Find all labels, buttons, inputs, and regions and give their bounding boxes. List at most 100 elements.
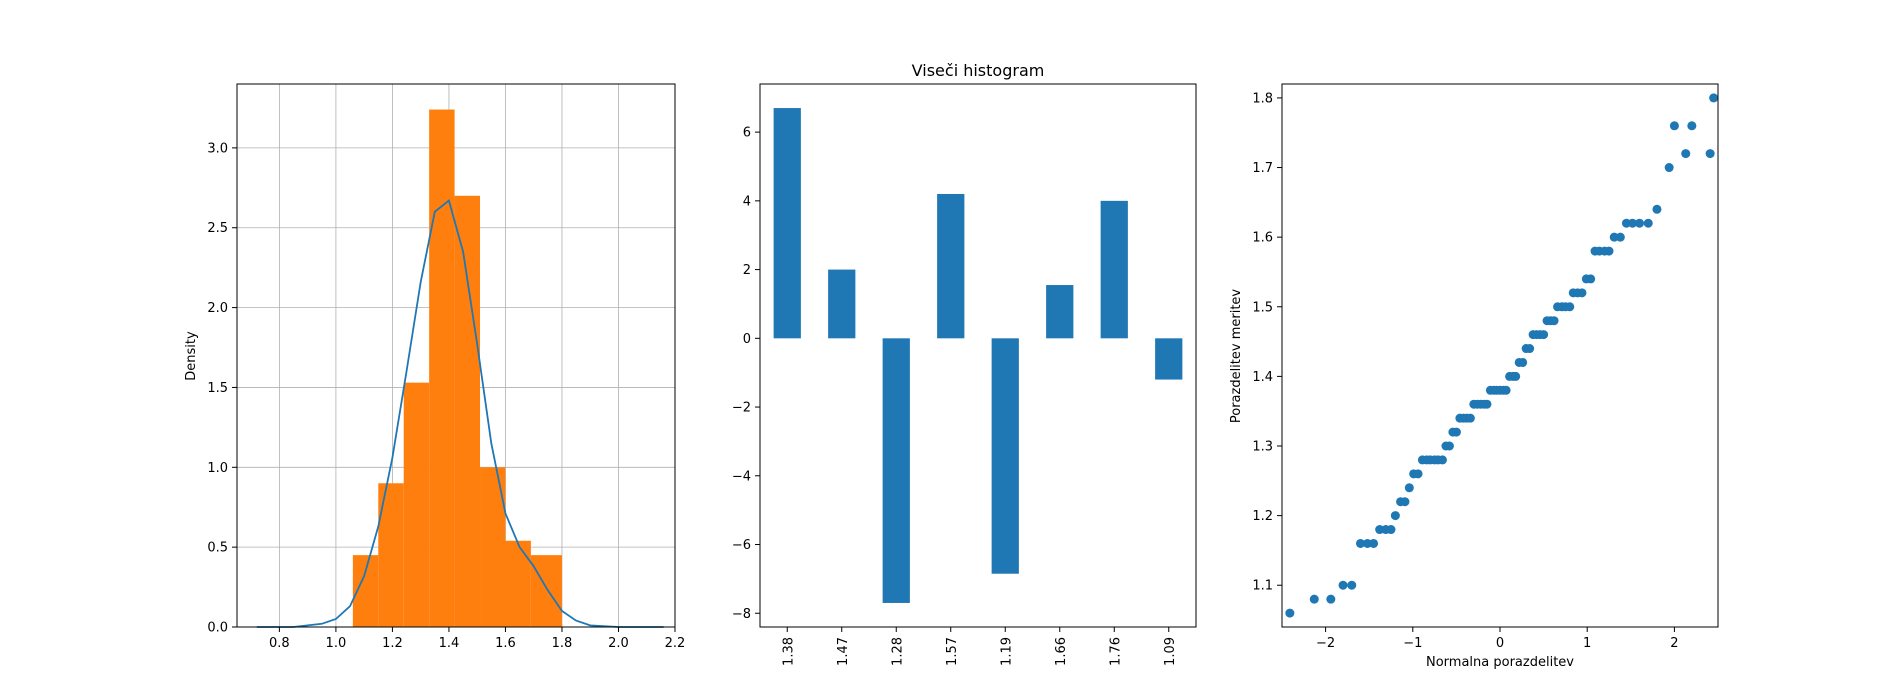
qq-point	[1525, 344, 1535, 354]
density-y-tick-label: 1.5	[207, 381, 228, 396]
density-y-tick-label: 1.0	[207, 461, 228, 476]
density-y-tick-label: 2.0	[207, 301, 228, 316]
hanging-x-tick-label: 1.47	[836, 637, 851, 666]
qq-point	[1390, 511, 1400, 521]
qq-y-tick-label: 1.5	[1252, 300, 1273, 315]
qq-point	[1413, 469, 1423, 479]
hanging-y-tick-label: −2	[732, 401, 751, 416]
hanging-y-tick-label: −6	[732, 538, 751, 553]
qq-point	[1326, 594, 1336, 604]
qq-x-axis-label: Normalna porazdelitev	[1426, 655, 1574, 670]
qq-point	[1652, 204, 1662, 214]
density-x-tick-label: 1.6	[495, 636, 516, 651]
qq-y-tick-label: 1.6	[1252, 231, 1273, 246]
qq-y-axis-label: Porazdelitev meritev	[1229, 289, 1244, 424]
density-x-tick-label: 1.8	[552, 636, 573, 651]
qq-point	[1586, 274, 1596, 284]
qq-point	[1338, 580, 1348, 590]
hanging-y-tick-label: 4	[743, 194, 751, 209]
hanging-y-tick-label: −8	[732, 607, 751, 622]
hanging-x-tick-label: 1.38	[781, 637, 796, 666]
density-y-ticks: 0.0 0.5 1.0 1.5 2.0 2.5 3.0	[207, 141, 237, 636]
hanging-y-ticks: −8 −6 −4 −2 0 2 4 6	[732, 126, 760, 622]
qq-point	[1437, 455, 1447, 465]
qq-point	[1501, 385, 1511, 395]
density-x-tick-label: 0.8	[269, 636, 290, 651]
hanging-x-tick-label: 1.19	[999, 637, 1014, 666]
qq-point	[1643, 218, 1653, 228]
histogram-bar	[429, 109, 455, 628]
qq-y-tick-label: 1.3	[1252, 440, 1273, 455]
qq-y-tick-label: 1.1	[1252, 579, 1273, 594]
qq-point	[1664, 163, 1674, 173]
qq-point	[1518, 357, 1528, 367]
hanging-x-tick-label: 1.57	[945, 637, 960, 666]
density-histogram-chart: 0.8 1.0 1.2 1.4 1.6 1.8 2.0 2.2 0.0 0.5 1.0 1.5 2.0…	[184, 83, 685, 651]
density-y-tick-label: 2.5	[207, 221, 228, 236]
qq-scatter-points	[1285, 93, 1719, 618]
qq-point	[1549, 316, 1559, 326]
qq-x-tick-label: −1	[1403, 636, 1422, 651]
hanging-bar	[991, 338, 1019, 574]
qq-point	[1635, 218, 1645, 228]
histogram-bar	[505, 540, 531, 627]
qq-point	[1539, 330, 1549, 340]
qq-point	[1687, 121, 1697, 131]
qq-point	[1386, 525, 1396, 535]
hanging-plot-frame	[759, 83, 1197, 628]
qq-y-tick-label: 1.4	[1252, 370, 1273, 385]
density-y-tick-label: 0.0	[207, 621, 228, 636]
hanging-y-tick-label: −4	[732, 469, 751, 484]
hanging-bar	[1046, 285, 1074, 339]
qq-point	[1681, 149, 1691, 159]
hanging-y-tick-label: 2	[743, 263, 751, 278]
hanging-y-tick-label: 6	[743, 126, 751, 141]
kde-line	[256, 199, 664, 628]
qq-x-tick-label: 1	[1583, 636, 1591, 651]
qq-point	[1444, 441, 1454, 451]
histogram-bar	[530, 555, 562, 627]
qq-x-tick-label: −2	[1316, 636, 1335, 651]
density-x-ticks: 0.8 1.0 1.2 1.4 1.6 1.8 2.0 2.2	[269, 627, 685, 651]
hanging-bar	[1100, 200, 1128, 339]
qq-point	[1577, 288, 1587, 298]
hanging-plot-background	[760, 84, 1196, 627]
qq-y-ticks: 1.1 1.2 1.3 1.4 1.5 1.6 1.7 1.8	[1252, 91, 1282, 594]
density-y-tick-label: 3.0	[207, 141, 228, 156]
hanging-bar	[1155, 338, 1183, 380]
qq-point	[1369, 538, 1379, 548]
qq-x-ticks: −2 −1 0 1 2	[1316, 627, 1679, 651]
hanging-x-tick-label: 1.28	[890, 637, 905, 666]
hanging-x-tick-label: 1.76	[1108, 637, 1123, 666]
histogram-bar	[454, 195, 481, 627]
density-x-tick-label: 1.4	[439, 636, 460, 651]
qq-point	[1604, 246, 1614, 256]
density-plot-frame	[236, 83, 676, 628]
hanging-histogram-chart: 1.38 1.47 1.28 1.57 1.19 1.66 1.76 1.09 −8−6−4−…	[732, 61, 1197, 666]
qq-point	[1669, 121, 1679, 131]
qq-y-tick-label: 1.7	[1252, 161, 1273, 176]
hanging-histogram-bars	[773, 108, 1183, 603]
hanging-histogram-title: Viseči histogram	[912, 61, 1045, 80]
density-x-tick-label: 2.2	[665, 636, 686, 651]
qq-y-tick-label: 1.2	[1252, 509, 1273, 524]
qq-scatter-chart: −2 −1 0 1 2 1.1 1.2 1.3 1.4 1.5 1.6 1.7 1.8 Normaln…	[1229, 83, 1719, 670]
qq-point	[1355, 538, 1365, 548]
hanging-bar	[773, 108, 801, 339]
density-y-axis-label: Density	[184, 331, 199, 381]
hanging-y-tick-label: 0	[743, 332, 751, 347]
qq-point	[1615, 232, 1625, 242]
qq-x-tick-label: 0	[1496, 636, 1504, 651]
qq-point	[1465, 413, 1475, 423]
qq-y-tick-label: 1.8	[1252, 91, 1273, 106]
qq-plot-background	[1282, 84, 1718, 627]
qq-point	[1565, 302, 1575, 312]
qq-point	[1511, 371, 1521, 381]
density-x-tick-label: 1.2	[382, 636, 403, 651]
qq-point	[1451, 427, 1461, 437]
hanging-x-ticks: 1.38 1.47 1.28 1.57 1.19 1.66 1.76 1.09	[781, 627, 1178, 666]
hanging-bar	[828, 269, 856, 339]
qq-point	[1628, 218, 1638, 228]
hanging-x-tick-label: 1.66	[1054, 637, 1069, 666]
